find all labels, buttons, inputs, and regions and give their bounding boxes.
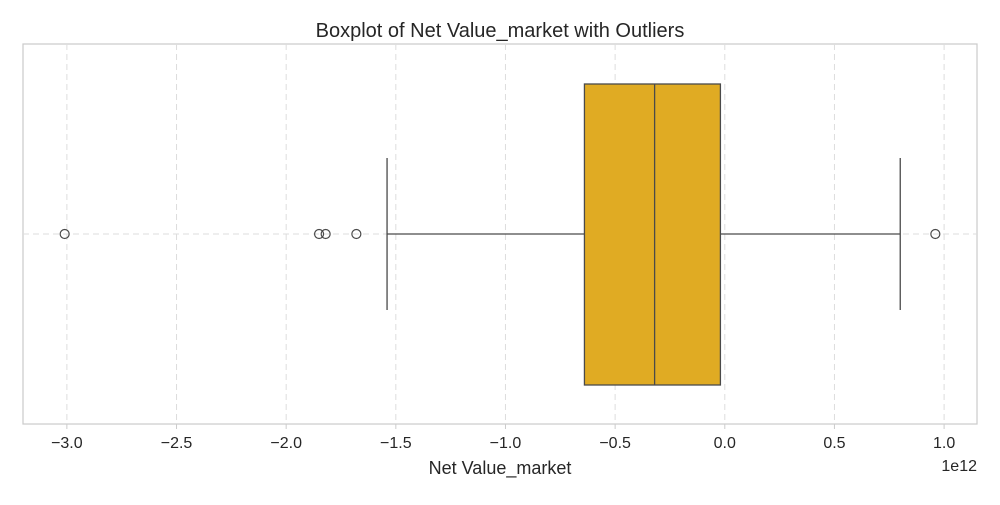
x-tick-label: −2.5 [161, 435, 193, 452]
outlier-point [320, 228, 331, 240]
x-tick-label: 1.0 [933, 435, 955, 452]
x-tick-label: −2.0 [270, 435, 302, 452]
outlier-point [59, 228, 70, 240]
x-tick-label: 0.5 [823, 435, 845, 452]
x-tick-label: 0.0 [714, 435, 736, 452]
x-tick-label: −0.5 [599, 435, 631, 452]
box-group [59, 83, 941, 386]
outlier-point [351, 228, 362, 240]
axis-offset-label: 1e12 [941, 458, 977, 475]
outlier-point [313, 228, 325, 240]
x-tick-label: −1.5 [380, 435, 412, 452]
iqr-box [583, 83, 722, 386]
chart-title: Boxplot of Net Value_market with Outlier… [316, 20, 685, 42]
outlier-point [930, 228, 941, 240]
x-axis-label: Net Value_market [429, 458, 572, 479]
x-tick-label: −1.0 [490, 435, 522, 452]
x-tick-label: −3.0 [51, 435, 83, 452]
x-tick-labels: −3.0 −2.5 −2.0 −1.5 −1.0 −0.5 0.0 0.5 1.0 [51, 424, 955, 452]
